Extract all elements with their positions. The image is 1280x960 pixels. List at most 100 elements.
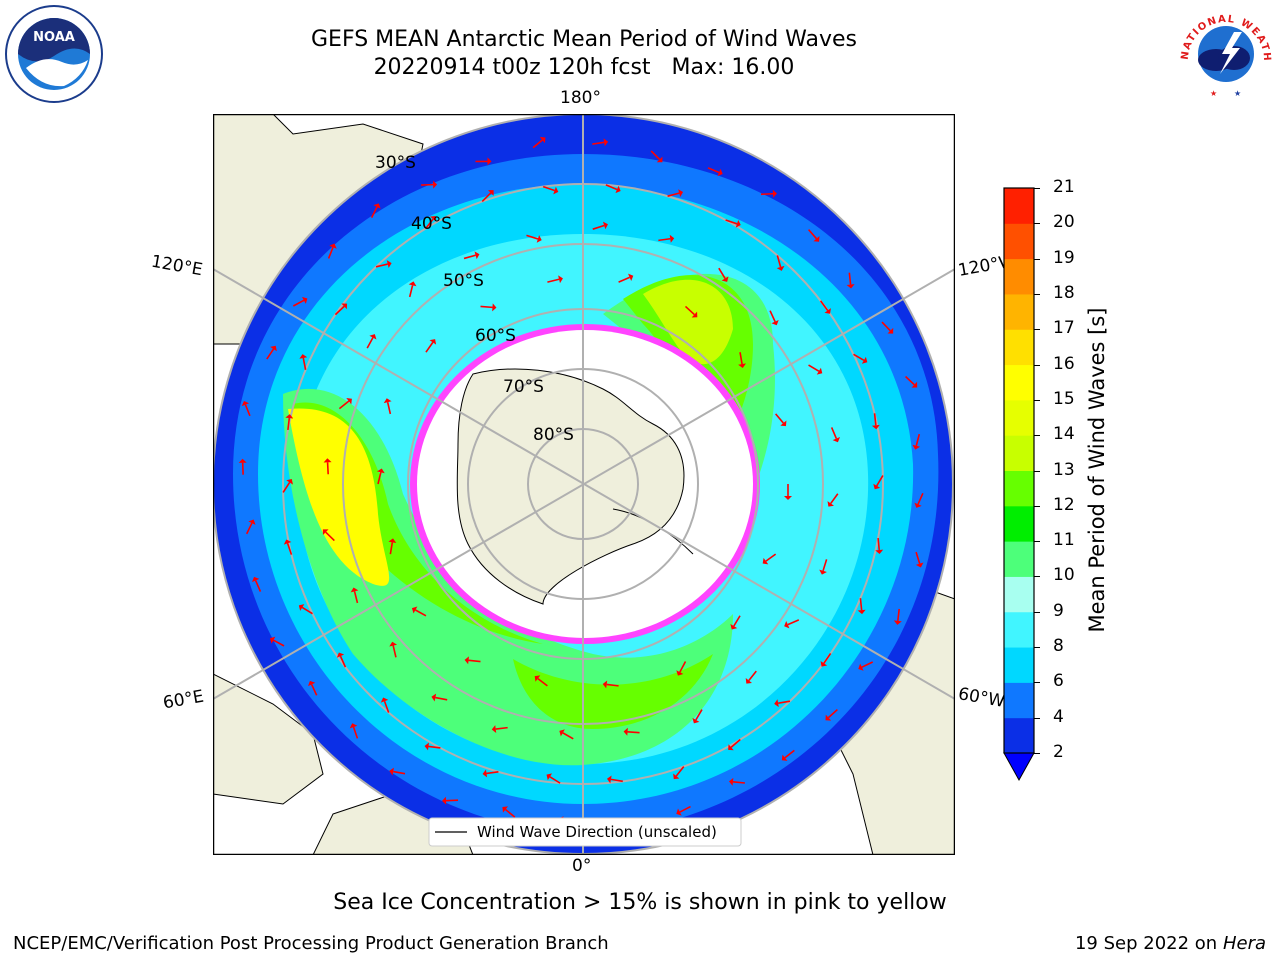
wave-arrow (393, 770, 406, 775)
wave-arrow (352, 726, 359, 739)
colorbar-segment (1004, 364, 1034, 401)
footer-branch-text: NCEP/EMC/Verification Post Processing Pr… (13, 933, 609, 954)
wave-arrow-head (615, 185, 621, 194)
wave-arrow-head (389, 641, 398, 647)
wave-arrow (830, 427, 838, 439)
wave-arrow-head (692, 717, 700, 724)
colorbar-segment (1004, 717, 1034, 754)
wave-arrow-head (299, 354, 308, 359)
wave-arrow (562, 732, 574, 740)
colorbar-tick-label: 17 (1053, 318, 1075, 339)
wave-arrow (897, 608, 900, 621)
colorbar-tick-mark (1034, 364, 1040, 366)
wave-arrow-head (819, 569, 827, 575)
wave-arrow (446, 799, 459, 802)
wave-arrow-head (825, 714, 832, 721)
wave-arrow-head (602, 680, 608, 689)
wave-arrow-head (429, 215, 437, 222)
wave-arrow-head (424, 742, 430, 751)
wave-arrow-head (827, 501, 834, 507)
wave-arrow (408, 285, 414, 298)
wave-arrow-head (623, 727, 628, 736)
wave-arrow (244, 404, 251, 417)
colorbar-tick-mark (1034, 505, 1040, 507)
wave-arrow-head (730, 623, 738, 630)
wave-arrow-head (784, 621, 790, 629)
wave-arrow-head (781, 754, 788, 761)
wave-arrow-head (502, 806, 509, 813)
wave-arrow (592, 141, 605, 145)
wave-arrow-head (912, 444, 921, 450)
wave-arrow-head (389, 767, 394, 776)
wave-arrow-head (341, 303, 348, 310)
wave-arrow (881, 321, 891, 332)
wave-arrow (425, 218, 434, 230)
wave-arrow-head (369, 334, 377, 340)
colorbar-tick-label: 10 (1053, 565, 1075, 586)
wave-arrow-head (269, 636, 276, 644)
wave-arrow-head (464, 656, 469, 665)
wave-arrow-head (286, 479, 293, 485)
svg-text:★: ★ (1210, 89, 1217, 98)
wave-arrow-head (559, 729, 565, 737)
wave-arrow-head (602, 221, 608, 230)
wave-arrow (808, 364, 820, 372)
wave-arrow-head (380, 697, 389, 703)
wave-arrow (760, 192, 774, 196)
colorbar-segment (1004, 505, 1034, 542)
wave-arrow-head (474, 251, 480, 260)
wave-arrow (549, 776, 561, 784)
wave-arrow-head (386, 260, 392, 268)
colorbar-segment (1004, 258, 1034, 295)
wave-arrow (425, 341, 434, 353)
wave-arrow (827, 708, 838, 719)
colorbar-segment (1004, 293, 1034, 330)
wave-arrow-head (534, 675, 541, 682)
longitude-grid (213, 114, 955, 855)
wave-arrow-head (350, 587, 359, 593)
colorbar-tick-mark (1034, 647, 1040, 649)
wave-arrow (392, 645, 397, 658)
wave-arrow-head (721, 276, 729, 282)
wave-arrow-head (607, 775, 612, 784)
wave-arrow (481, 192, 492, 202)
wave-arrow-head (914, 502, 922, 508)
colorbar-tick-mark (1034, 611, 1040, 613)
wave-arrow-head (780, 420, 787, 427)
wave-arrow-head (915, 562, 924, 568)
wave-arrow (282, 481, 291, 493)
wave-arrow-head (738, 363, 747, 368)
wave-arrow-head (628, 273, 634, 282)
colorbar-tick-label: 14 (1053, 424, 1075, 445)
wave-arrow-head (329, 243, 337, 249)
wave-arrow (675, 766, 685, 777)
wave-arrow-head (678, 189, 684, 197)
wave-arrow-head (308, 680, 316, 687)
footer-date-text: 19 Sep 2022 on (1074, 933, 1218, 954)
wave-arrow-head (871, 424, 880, 430)
wave-arrow-head (728, 744, 734, 751)
colorbar-tick-mark (1034, 717, 1040, 719)
colorbar-segment (1004, 682, 1034, 719)
wave-arrow (245, 522, 253, 535)
colorbar-segment (1004, 541, 1034, 577)
colorbar-segment (1004, 470, 1034, 507)
colorbar-segment (1004, 435, 1034, 471)
wave-arrow (684, 305, 695, 316)
wave-arrow (650, 150, 661, 161)
wave-arrow-head (875, 549, 884, 554)
wave-arrow-head (820, 661, 828, 667)
wave-arrow (592, 224, 605, 230)
wave-arrow (386, 402, 392, 415)
lon-label-60w: 60°W (956, 684, 1007, 712)
wave-arrow (606, 683, 619, 687)
wave-arrow-head (349, 723, 358, 729)
wave-arrow-head (691, 311, 698, 318)
wave-arrow (695, 709, 703, 721)
wave-arrow-head (816, 367, 823, 375)
colorbar-tick-label: 15 (1053, 388, 1075, 409)
wave-arrow (292, 299, 305, 307)
colorbar-segment (1004, 223, 1034, 260)
wave-arrow (877, 537, 881, 551)
lat-label-50s: 50°S (443, 271, 484, 291)
